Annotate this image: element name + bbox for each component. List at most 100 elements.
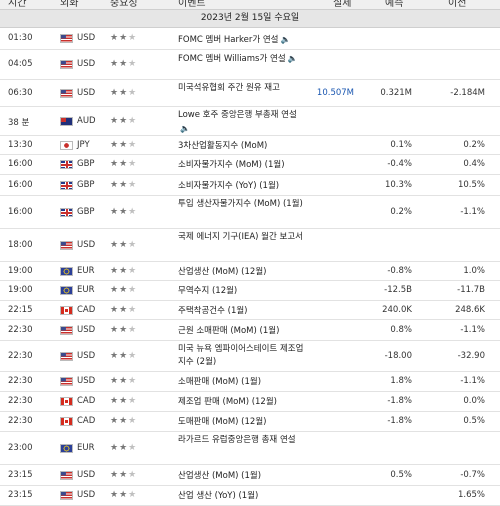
table-row[interactable]: 22:15 CAD ★★★ 주택착공건수 (1월) 240.0K 248.6K bbox=[0, 301, 500, 320]
star-icon: ★ bbox=[128, 159, 138, 169]
row-event-link[interactable]: Lowe 호주 중앙은행 부총재 연설 🔈 bbox=[178, 109, 306, 136]
row-event-link[interactable]: 투입 생산자물가지수 (MoM) (1월) bbox=[178, 198, 306, 211]
gb-flag-icon bbox=[60, 160, 73, 169]
row-time: 22:30 bbox=[8, 376, 33, 386]
row-previous: -2.184M bbox=[450, 88, 485, 98]
row-event-link[interactable]: 3차산업활동지수 (MoM) bbox=[178, 140, 306, 153]
row-currency: CAD bbox=[77, 396, 96, 406]
row-previous: 248.6K bbox=[455, 305, 485, 315]
row-currency: USD bbox=[77, 470, 96, 480]
row-event-link[interactable]: 미국석유협회 주간 원유 재고 bbox=[178, 82, 306, 95]
row-event-link[interactable]: 소매판매 (MoM) (1월) bbox=[178, 376, 306, 389]
row-time: 22:30 bbox=[8, 416, 33, 426]
row-event-title: 산업생산 (MoM) (1월) bbox=[178, 471, 262, 481]
row-event-link[interactable]: 라가르드 유럽중앙은행 총재 연설 bbox=[178, 434, 306, 447]
row-event-link[interactable]: 산업 생산 (YoY) (1월) bbox=[178, 490, 306, 503]
row-event-link[interactable]: 소비자물가지수 (YoY) (1월) bbox=[178, 180, 306, 193]
row-event-link[interactable]: 근원 소매판매 (MoM) (1월) bbox=[178, 325, 306, 338]
star-icon: ★ bbox=[128, 470, 138, 480]
table-row[interactable]: 19:00 EUR ★★★ 무역수지 (12월) -12.5B -11.7B bbox=[0, 281, 500, 301]
table-row[interactable]: 22:30 USD ★★★ 미국 뉴욕 엠파이어스테이트 제조업지수 (2월) -18.… bbox=[0, 341, 500, 372]
row-event-title: 미국 뉴욕 엠파이어스테이트 제조업지수 (2월) bbox=[178, 344, 304, 367]
row-previous: -11.7B bbox=[457, 285, 485, 295]
row-forecast: -1.8% bbox=[387, 396, 412, 406]
star-icon: ★ bbox=[110, 351, 120, 361]
row-time: 23:00 bbox=[8, 443, 33, 453]
importance-stars: ★★★ bbox=[110, 416, 137, 426]
row-currency: CAD bbox=[77, 305, 96, 315]
row-event-title: 소비자물가지수 (MoM) (1월) bbox=[178, 160, 285, 170]
row-event-link[interactable]: 제조업 판매 (MoM) (12월) bbox=[178, 396, 306, 409]
table-row[interactable]: 22:30 USD ★★★ 소매판매 (MoM) (1월) 1.8% -1.1% bbox=[0, 372, 500, 392]
row-event-title: 주택착공건수 (1월) bbox=[178, 306, 248, 316]
row-time: 18:00 bbox=[8, 240, 33, 250]
row-currency: EUR bbox=[77, 443, 95, 453]
table-row[interactable]: 01:30 USD ★★★ FOMC 멤버 Harker가 연설 🔈 bbox=[0, 28, 500, 50]
ca-flag-icon bbox=[60, 397, 73, 406]
row-event-link[interactable]: 미국 뉴욕 엠파이어스테이트 제조업지수 (2월) bbox=[178, 343, 306, 369]
table-row[interactable]: 16:00 GBP ★★★ 소비자물가지수 (MoM) (1월) -0.4% 0.4% bbox=[0, 155, 500, 175]
row-event-link[interactable]: 무역수지 (12월) bbox=[178, 285, 306, 298]
importance-stars: ★★★ bbox=[110, 180, 137, 190]
row-event-link[interactable]: 도매판매 (MoM) (12월) bbox=[178, 416, 306, 429]
eu-flag-icon bbox=[60, 267, 73, 276]
row-event-title: 근원 소매판매 (MoM) (1월) bbox=[178, 326, 280, 336]
row-event-link[interactable]: FOMC 멤버 Harker가 연설 🔈 bbox=[178, 33, 306, 47]
table-row[interactable]: 16:00 GBP ★★★ 투입 생산자물가지수 (MoM) (1월) 0.2% -1.1… bbox=[0, 196, 500, 229]
table-row[interactable]: 22:30 CAD ★★★ 제조업 판매 (MoM) (12월) -1.8% 0.0% bbox=[0, 392, 500, 412]
star-icon: ★ bbox=[119, 325, 129, 335]
row-event-link[interactable]: 산업생산 (MoM) (1월) bbox=[178, 470, 306, 483]
table-row[interactable]: 38 분 AUD ★★★ Lowe 호주 중앙은행 부총재 연설🔈 bbox=[0, 107, 500, 136]
table-row[interactable]: 19:00 EUR ★★★ 산업생산 (MoM) (12월) -0.8% 1.0% bbox=[0, 262, 500, 281]
us-flag-icon bbox=[60, 491, 73, 500]
row-event-link[interactable]: FOMC 멤버 Williams가 연설 🔈 bbox=[178, 52, 306, 66]
table-row[interactable]: 06:30 USD ★★★ 미국석유협회 주간 원유 재고 10.507M 0.321M -… bbox=[0, 80, 500, 107]
us-flag-icon bbox=[60, 241, 73, 250]
importance-stars: ★★★ bbox=[110, 266, 137, 276]
star-icon: ★ bbox=[110, 88, 120, 98]
row-currency: CAD bbox=[77, 416, 96, 426]
table-row[interactable]: 04:05 USD ★★★ FOMC 멤버 Williams가 연설 🔈 bbox=[0, 50, 500, 80]
star-icon: ★ bbox=[110, 140, 120, 150]
ca-flag-icon bbox=[60, 417, 73, 426]
importance-stars: ★★★ bbox=[110, 396, 137, 406]
table-row[interactable]: 16:00 GBP ★★★ 소비자물가지수 (YoY) (1월) 10.3% 10.5% bbox=[0, 175, 500, 196]
row-time: 22:30 bbox=[8, 325, 33, 335]
star-icon: ★ bbox=[128, 416, 138, 426]
header-actual: 실제 bbox=[333, 0, 352, 9]
star-icon: ★ bbox=[128, 116, 138, 126]
row-event-link[interactable]: 국제 에너지 기구(IEA) 월간 보고서 bbox=[178, 231, 306, 244]
table-row[interactable]: 23:00 EUR ★★★ 라가르드 유럽중앙은행 총재 연설 bbox=[0, 432, 500, 465]
row-time: 16:00 bbox=[8, 180, 33, 190]
row-previous: 0.5% bbox=[463, 416, 485, 426]
row-time: 16:00 bbox=[8, 207, 33, 217]
star-icon: ★ bbox=[119, 490, 129, 500]
row-currency: GBP bbox=[77, 159, 95, 169]
table-row[interactable]: 22:30 USD ★★★ 근원 소매판매 (MoM) (1월) 0.8% -1.1% bbox=[0, 320, 500, 341]
row-time: 16:00 bbox=[8, 159, 33, 169]
star-icon: ★ bbox=[119, 266, 129, 276]
star-icon: ★ bbox=[119, 470, 129, 480]
row-forecast: 0.1% bbox=[390, 140, 412, 150]
speaker-icon: 🔈 bbox=[280, 35, 291, 44]
row-previous: 1.65% bbox=[457, 490, 485, 500]
row-forecast: 0.8% bbox=[390, 325, 412, 335]
table-row[interactable]: 18:00 USD ★★★ 국제 에너지 기구(IEA) 월간 보고서 bbox=[0, 229, 500, 262]
row-currency: USD bbox=[77, 33, 96, 43]
table-row[interactable]: 13:30 JPY ★★★ 3차산업활동지수 (MoM) 0.1% 0.2% bbox=[0, 136, 500, 155]
row-forecast: -18.00 bbox=[384, 351, 412, 361]
table-row[interactable]: 23:15 USD ★★★ 산업생산 (MoM) (1월) 0.5% -0.7% bbox=[0, 465, 500, 486]
star-icon: ★ bbox=[119, 285, 129, 295]
date-banner: 2023년 2월 15일 수요일 bbox=[0, 10, 500, 28]
row-event-link[interactable]: 주택착공건수 (1월) bbox=[178, 305, 306, 318]
row-currency: USD bbox=[77, 351, 96, 361]
table-row[interactable]: 23:15 USD ★★★ 산업 생산 (YoY) (1월) 1.65% bbox=[0, 486, 500, 506]
row-forecast: -0.4% bbox=[387, 159, 412, 169]
row-event-link[interactable]: 산업생산 (MoM) (12월) bbox=[178, 266, 306, 279]
row-event-link[interactable]: 소비자물가지수 (MoM) (1월) bbox=[178, 159, 306, 172]
row-forecast: 1.8% bbox=[390, 376, 412, 386]
importance-stars: ★★★ bbox=[110, 240, 137, 250]
star-icon: ★ bbox=[119, 116, 129, 126]
star-icon: ★ bbox=[110, 396, 120, 406]
table-row[interactable]: 22:30 CAD ★★★ 도매판매 (MoM) (12월) -1.8% 0.5% bbox=[0, 412, 500, 432]
